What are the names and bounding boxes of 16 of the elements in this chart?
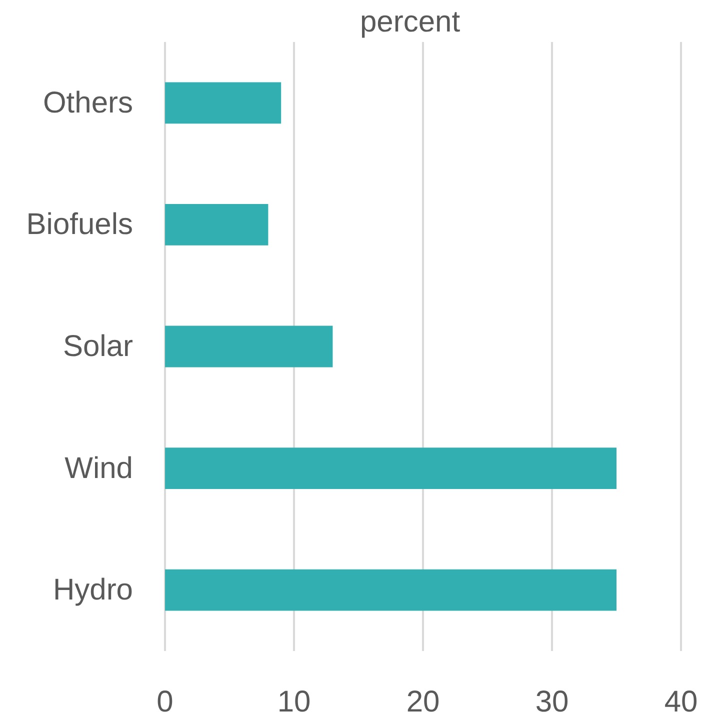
x-tick-label: 30 [535, 686, 569, 717]
bar [165, 326, 333, 368]
x-tick-label: 10 [277, 686, 311, 717]
y-tick-label: Wind [64, 452, 133, 485]
y-tick-label: Biofuels [26, 208, 133, 242]
bar [165, 569, 616, 611]
x-tick-label: 20 [406, 686, 440, 717]
chart-title: percent [360, 6, 461, 38]
bar [165, 204, 268, 246]
bar [165, 448, 616, 490]
y-tick-label: Solar [62, 330, 133, 363]
y-tick-label: Others [42, 86, 133, 120]
x-tick-label: 40 [664, 686, 698, 717]
x-tick-label: 0 [156, 686, 174, 717]
y-tick-label: Hydro [52, 574, 133, 607]
bar [165, 82, 282, 124]
